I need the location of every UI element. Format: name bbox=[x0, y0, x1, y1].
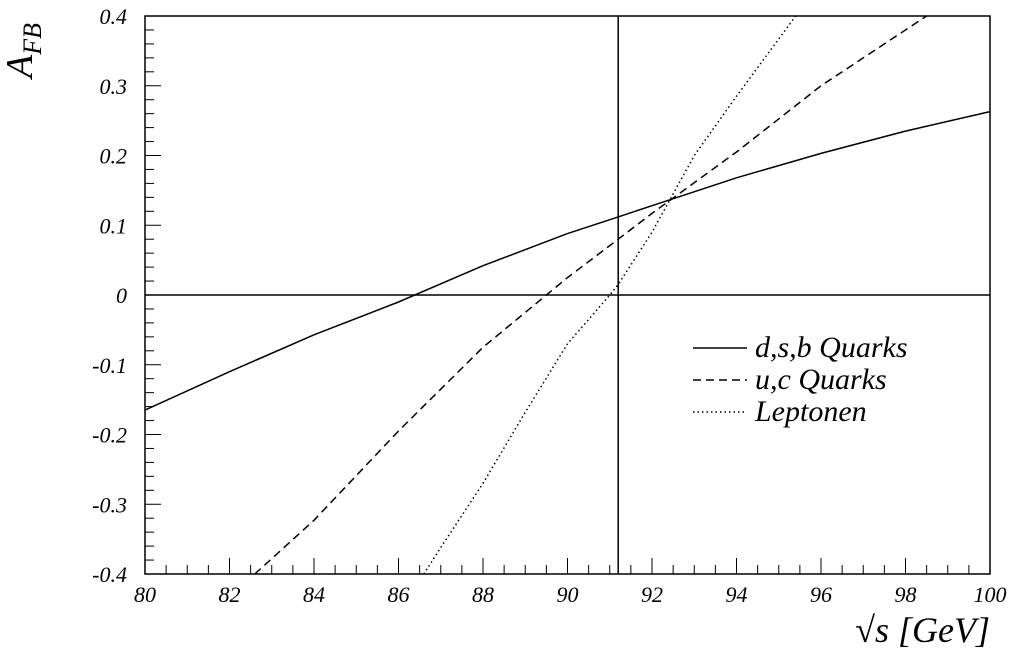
y-tick-label: 0.3 bbox=[100, 74, 128, 99]
x-tick-label: 98 bbox=[895, 582, 917, 607]
legend-label: d,s,b Quarks bbox=[755, 331, 908, 364]
legend-label: Leptonen bbox=[754, 395, 867, 428]
x-tick-label: 90 bbox=[557, 582, 579, 607]
x-axis-title-var: s bbox=[875, 610, 889, 650]
x-tick-label: 84 bbox=[303, 582, 325, 607]
y-tick-label: -0.2 bbox=[92, 423, 127, 448]
x-axis-title-unit: [GeV] bbox=[889, 610, 990, 650]
x-tick-label: 96 bbox=[810, 582, 832, 607]
y-axis-title: AFB bbox=[0, 23, 47, 81]
axis-ticks bbox=[144, 15, 991, 575]
y-tick-label: 0.2 bbox=[100, 144, 128, 169]
y-tick-label: 0.4 bbox=[100, 4, 128, 29]
x-tick-label: 88 bbox=[472, 582, 494, 607]
x-axis-title-root: √ bbox=[855, 610, 875, 650]
reference-lines bbox=[145, 16, 990, 574]
x-tick-label: 94 bbox=[726, 582, 748, 607]
plot-frame bbox=[144, 15, 991, 575]
x-axis-title: √s [GeV] bbox=[855, 610, 990, 650]
y-tick-label: 0 bbox=[116, 283, 127, 308]
y-tick-label: -0.4 bbox=[92, 562, 127, 587]
legend-label: u,c Quarks bbox=[755, 363, 887, 396]
series-line-2 bbox=[254, 15, 928, 575]
series-lines bbox=[144, 15, 991, 575]
x-tick-label: 100 bbox=[974, 582, 1007, 607]
y-tick-label: -0.3 bbox=[92, 492, 127, 517]
x-tick-label: 82 bbox=[219, 582, 241, 607]
y-tick-label: 0.1 bbox=[100, 213, 128, 238]
x-tick-label: 92 bbox=[641, 582, 663, 607]
y-tick-label: -0.1 bbox=[92, 353, 127, 378]
tick-labels: 80 82 84 86 88 90 92 94 96 98 100 -0.4 -0.3 -0.2 -0.1 0… bbox=[92, 4, 1006, 607]
x-tick-label: 86 bbox=[388, 582, 410, 607]
x-tick-label: 80 bbox=[134, 582, 156, 607]
y-axis-title-main: A bbox=[0, 54, 41, 81]
y-axis-title-sub: FB bbox=[18, 23, 47, 56]
series-line-1 bbox=[144, 110, 991, 411]
